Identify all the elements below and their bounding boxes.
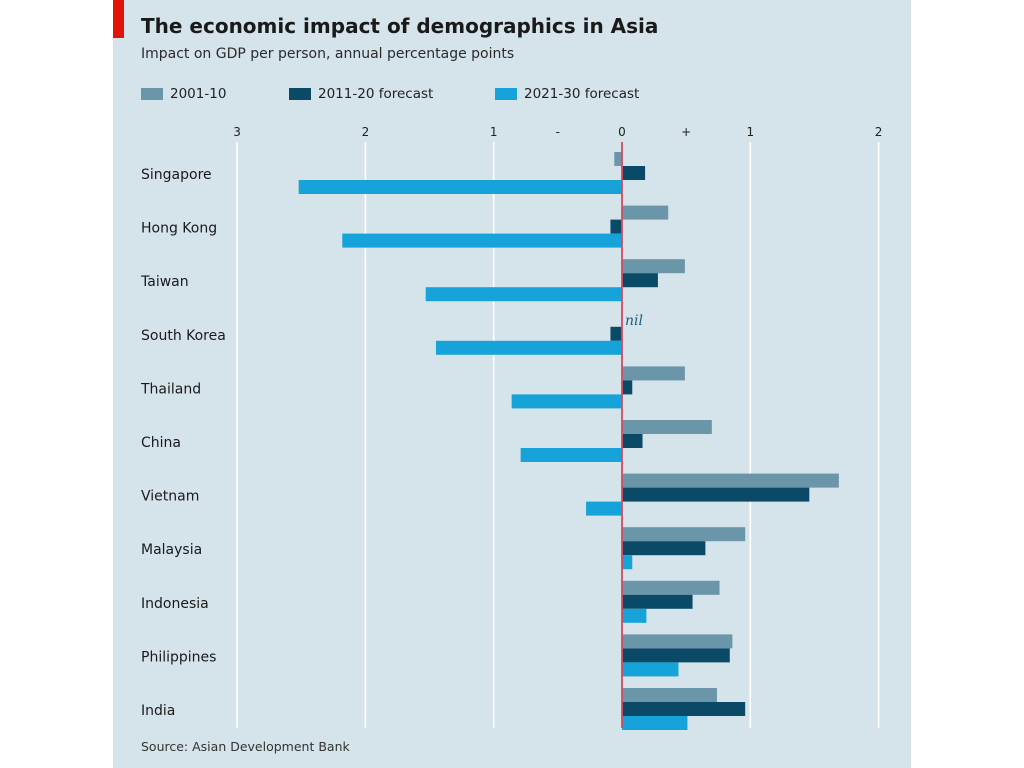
bar [622,716,688,730]
bar [622,366,685,381]
legend-label-2011-20: 2011-20 forecast [318,86,434,102]
bar [622,259,685,274]
tick-label: 2 [362,125,370,139]
legend-item-2001-10: 2001-10 [141,84,226,104]
chart-legend: 2001-10 2011-20 forecast 2021-30 forecas… [141,84,841,104]
bar [622,273,658,288]
category-label: Taiwan [140,274,189,290]
category-label: Indonesia [141,596,209,612]
bar [622,205,669,220]
tick-label: 1 [490,125,498,139]
legend-item-2021-30: 2021-30 forecast [495,84,639,104]
bar [622,580,720,595]
category-label: Malaysia [141,542,202,558]
bar [622,648,730,663]
bar [622,608,647,623]
bar [622,420,712,434]
category-label: India [141,703,175,719]
chart-source: Source: Asian Development Bank [141,739,350,754]
bar [614,152,622,166]
legend-label-2001-10: 2001-10 [170,86,227,102]
category-label: Vietnam [141,489,199,505]
bar [586,501,622,516]
tick-label: + [681,125,691,139]
category-label: Hong Kong [141,221,217,237]
tick-label: 0 [618,125,626,139]
annotation-label: nil [625,313,643,329]
tick-label: - [556,125,560,139]
category-label: South Korea [141,328,226,344]
category-label: Singapore [141,167,212,183]
bar [622,555,633,570]
bar [622,434,643,448]
category-label: Philippines [141,649,216,665]
bar [622,662,679,677]
bar [622,634,733,649]
legend-item-2011-20: 2011-20 forecast [289,84,433,104]
brand-accent-bar [113,0,124,38]
legend-swatch-2021-30 [495,88,517,100]
bar [622,594,693,609]
bar [622,541,706,556]
tick-label: 1 [746,125,754,139]
chart-title: The economic impact of demographics in A… [141,14,659,38]
legend-swatch-2011-20 [289,88,311,100]
bar [622,487,810,502]
bar [511,394,622,409]
category-label: China [141,435,181,451]
bar [610,326,622,341]
bar [435,340,622,355]
bar [622,380,633,395]
bar [622,702,746,716]
chart-panel [113,0,911,768]
bar [610,219,622,234]
bar [342,233,622,248]
bar [622,473,839,488]
bar [622,166,646,180]
bar [520,448,622,462]
tick-label: 3 [233,125,241,139]
bar [622,688,717,702]
bar [298,180,622,194]
category-label: Thailand [140,381,201,397]
bar [425,287,622,302]
legend-label-2021-30: 2021-30 forecast [524,86,640,102]
chart-subtitle: Impact on GDP per person, annual percent… [141,46,515,62]
legend-swatch-2001-10 [141,88,163,100]
tick-label: 2 [875,125,883,139]
bar [622,527,746,542]
